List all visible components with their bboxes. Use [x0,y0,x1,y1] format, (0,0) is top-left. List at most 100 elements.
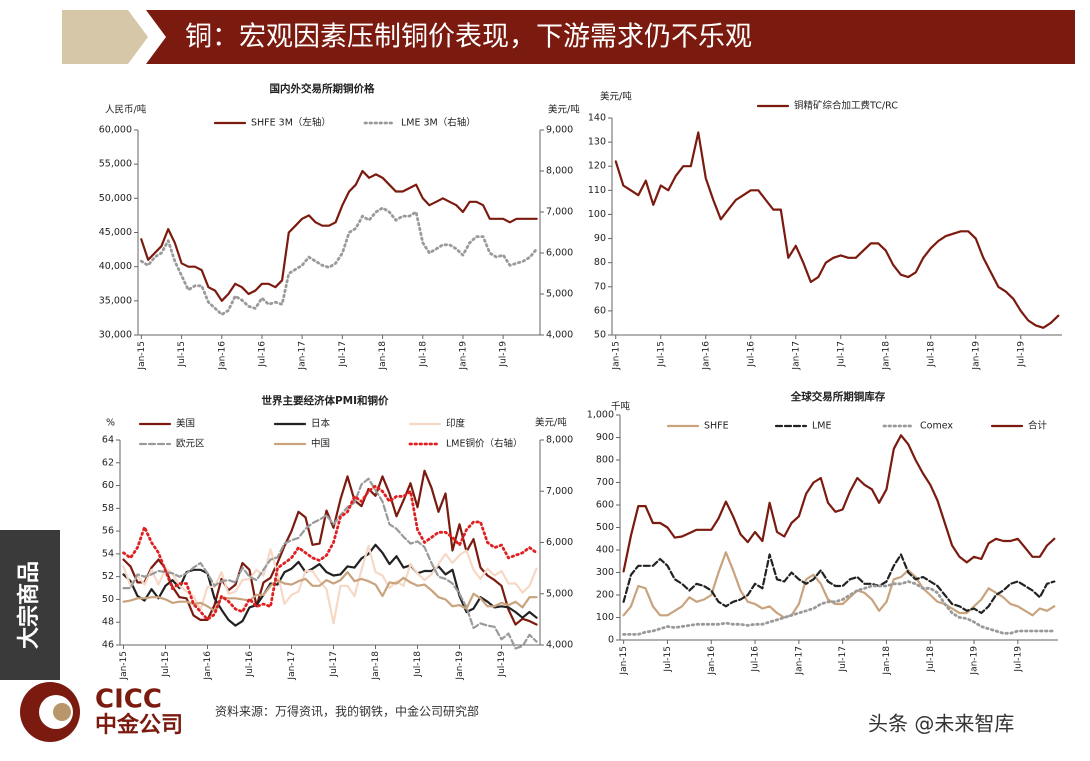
x-tick-label: Jan-19 [458,341,468,371]
x-tick-label: Jul-16 [751,646,761,673]
y-tick-label: 50 [594,330,606,341]
x-tick-label: Jan-15 [611,341,621,371]
y-tick-label: 64 [102,435,114,446]
y-tick-label: 0 [608,635,614,646]
x-tick-label: Jan-15 [619,646,629,676]
y-tick-label: 54 [102,548,114,559]
y-tick-label: 500 [596,522,614,533]
x-tick-label: Jul-18 [413,651,423,678]
x-tick-label: Jan-18 [378,341,388,371]
y-tick-label: 40,000 [99,261,132,272]
y2-tick-label: 5,000 [546,289,573,300]
x-tick-label: Jan-19 [455,651,465,681]
x-tick-label: Jul-18 [926,341,936,368]
x-tick-label: Jul-15 [663,646,673,673]
legend-label: 欧元区 [176,438,205,450]
y-tick-label: 400 [596,545,614,556]
header-title: 铜：宏观因素压制铜价表现，下游需求仍不乐观 [185,22,752,53]
y2-tick-label: 4,000 [546,330,573,341]
watermark: 头条 @未来智库 [868,712,1014,736]
header-band [146,10,1075,64]
x-tick-label: Jan-16 [217,341,227,371]
x-tick-label: Jan-17 [298,341,308,371]
y-tick-label: 48 [102,617,114,628]
series-line [622,580,1056,636]
series-line [122,484,538,621]
x-tick-label: Jan-17 [791,341,801,371]
logo-cn: 中金公司 [95,712,183,738]
x-tick-label: Jul-18 [418,341,428,368]
y-tick-label: 60 [594,305,606,316]
x-tick-label: Jan-19 [971,341,981,371]
x-tick-label: Jan-17 [794,646,804,676]
y-tick-label: 62 [102,457,114,468]
y-axis-label: % [106,418,115,429]
y-tick-label: 120 [588,161,606,172]
y2-axis-label: 美元/吨 [535,417,567,429]
y2-tick-label: 8,000 [546,166,573,177]
y-tick-label: 35,000 [99,295,132,306]
y-tick-label: 140 [588,113,606,124]
series-line [622,553,1056,615]
series-line [139,206,539,316]
y-tick-label: 200 [596,590,614,601]
series-line [622,434,1056,573]
series-line [140,169,538,302]
series-line [122,544,538,625]
x-tick-label: Jan-18 [881,341,891,371]
legend-label: 美国 [176,418,195,430]
legend-label: LME 3M（右轴） [401,117,476,129]
y-tick-label: 300 [596,567,614,578]
x-tick-label: Jan-15 [119,651,129,681]
y-tick-label: 70 [594,281,606,292]
legend-label: LME铜价（右轴） [446,438,523,450]
y2-axis-label: 美元/吨 [548,104,580,116]
y-axis-label: 美元/吨 [600,91,632,103]
legend-label: 合计 [1028,420,1048,432]
x-tick-label: Jan-18 [371,651,381,681]
legend-label: Comex [920,421,953,432]
y-tick-label: 50 [102,594,114,605]
legend-label: LME [812,421,832,432]
y-tick-label: 130 [588,137,606,148]
header-chevron [62,10,148,64]
legend-label: 中国 [311,438,330,450]
y-tick-label: 900 [596,432,614,443]
y-tick-label: 55,000 [99,159,132,170]
x-tick-label: Jul-15 [161,651,171,678]
y-axis-label: 千吨 [611,401,631,413]
x-tick-label: Jul-19 [497,651,507,678]
y-tick-label: 30,000 [99,330,132,341]
x-tick-label: Jan-15 [137,341,147,371]
x-tick-label: Jul-16 [245,651,255,678]
y-tick-label: 45,000 [99,227,132,238]
x-tick-label: Jul-17 [836,341,846,368]
series-line [614,131,1060,329]
y-axis-label: 人民币/吨 [105,104,147,116]
y-tick-label: 90 [594,233,606,244]
x-tick-label: Jul-18 [926,646,936,673]
y2-tick-label: 8,000 [546,435,573,446]
y2-tick-label: 7,000 [546,207,573,218]
legend-label: SHFE [704,421,729,432]
x-tick-label: Jul-19 [1013,646,1023,673]
y-tick-label: 1,000 [587,410,614,421]
x-tick-label: Jan-16 [701,341,711,371]
x-tick-label: Jul-17 [838,646,848,673]
sidebar-tab [0,530,60,680]
y-tick-label: 50,000 [99,193,132,204]
x-tick-label: Jul-17 [329,651,339,678]
x-tick-label: Jan-16 [203,651,213,681]
y-tick-label: 80 [594,257,606,268]
x-tick-label: Jul-19 [1016,341,1026,368]
source-note: 资料来源：万得资讯，我的钢铁，中金公司研究部 [215,704,479,719]
y-tick-label: 52 [102,571,114,582]
x-tick-label: Jul-19 [499,341,509,368]
x-tick-label: Jan-19 [970,646,980,676]
y-tick-label: 58 [102,503,114,514]
y-tick-label: 56 [102,526,114,537]
x-tick-label: Jul-15 [177,341,187,368]
y-tick-label: 600 [596,500,614,511]
